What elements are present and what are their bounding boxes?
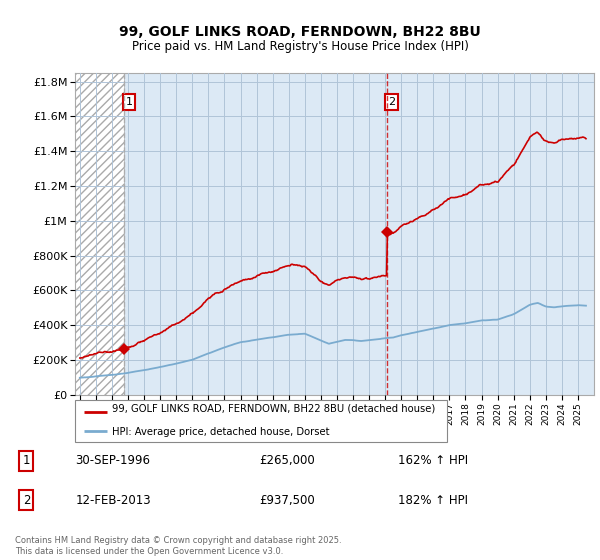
FancyBboxPatch shape	[75, 400, 447, 442]
Text: Price paid vs. HM Land Registry's House Price Index (HPI): Price paid vs. HM Land Registry's House …	[131, 40, 469, 53]
Text: 99, GOLF LINKS ROAD, FERNDOWN, BH22 8BU (detached house): 99, GOLF LINKS ROAD, FERNDOWN, BH22 8BU …	[112, 404, 436, 414]
Text: 30-SEP-1996: 30-SEP-1996	[76, 454, 151, 468]
Text: 1: 1	[125, 97, 133, 107]
Text: Contains HM Land Registry data © Crown copyright and database right 2025.
This d: Contains HM Land Registry data © Crown c…	[15, 536, 341, 556]
Text: 162% ↑ HPI: 162% ↑ HPI	[398, 454, 468, 468]
Text: 182% ↑ HPI: 182% ↑ HPI	[398, 493, 468, 507]
Text: 1: 1	[23, 454, 30, 468]
Text: £937,500: £937,500	[260, 493, 316, 507]
Text: 12-FEB-2013: 12-FEB-2013	[76, 493, 151, 507]
Text: 2: 2	[388, 97, 395, 107]
Text: 99, GOLF LINKS ROAD, FERNDOWN, BH22 8BU: 99, GOLF LINKS ROAD, FERNDOWN, BH22 8BU	[119, 25, 481, 39]
Text: HPI: Average price, detached house, Dorset: HPI: Average price, detached house, Dors…	[112, 427, 330, 437]
Text: 2: 2	[23, 493, 30, 507]
Bar	[75, 73, 124, 395]
Text: £265,000: £265,000	[260, 454, 316, 468]
